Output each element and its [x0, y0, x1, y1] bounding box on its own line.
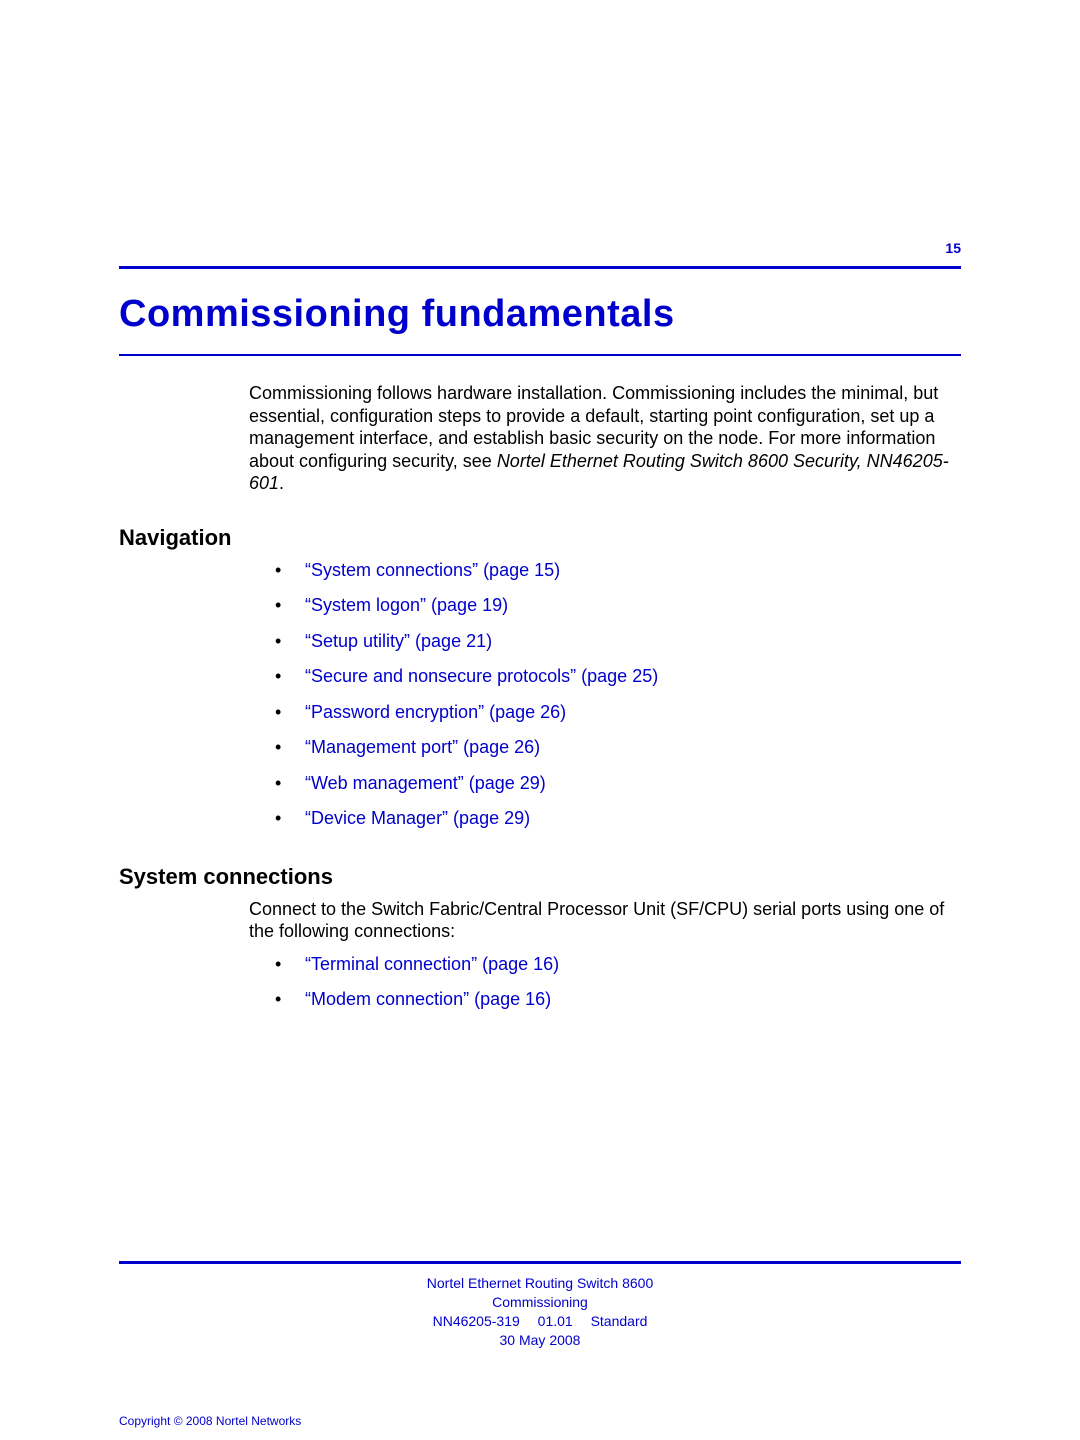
navigation-list: “System connections” (page 15) “System l… [275, 559, 961, 830]
footer-line-4: 30 May 2008 [119, 1331, 961, 1350]
nav-link-setup-utility[interactable]: “Setup utility” (page 21) [275, 630, 961, 653]
nav-link-password-encryption[interactable]: “Password encryption” (page 26) [275, 701, 961, 724]
system-connections-body: Connect to the Switch Fabric/Central Pro… [249, 898, 961, 943]
intro-after-italic: . [279, 473, 284, 493]
link-modem-connection[interactable]: “Modem connection” (page 16) [275, 988, 961, 1011]
title-underline-rule [119, 354, 961, 356]
footer-line-3: NN46205-319 01.01 Standard [119, 1312, 961, 1331]
nav-link-device-manager[interactable]: “Device Manager” (page 29) [275, 807, 961, 830]
page-container: 15 Commissioning fundamentals Commission… [0, 0, 1080, 1011]
link-terminal-connection[interactable]: “Terminal connection” (page 16) [275, 953, 961, 976]
nav-link-web-management[interactable]: “Web management” (page 29) [275, 772, 961, 795]
chapter-title: Commissioning fundamentals [119, 293, 961, 336]
footer-text-block: Nortel Ethernet Routing Switch 8600 Comm… [119, 1274, 961, 1350]
intro-paragraph: Commissioning follows hardware installat… [249, 382, 961, 495]
system-connections-list: “Terminal connection” (page 16) “Modem c… [275, 953, 961, 1011]
top-rule [119, 266, 961, 269]
page-number: 15 [119, 240, 961, 256]
navigation-heading: Navigation [119, 525, 961, 551]
footer-rule [119, 1261, 961, 1264]
footer-line-2: Commissioning [119, 1293, 961, 1312]
nav-link-secure-nonsecure-protocols[interactable]: “Secure and nonsecure protocols” (page 2… [275, 665, 961, 688]
copyright-notice: Copyright © 2008 Nortel Networks [119, 1414, 301, 1428]
nav-link-management-port[interactable]: “Management port” (page 26) [275, 736, 961, 759]
page-footer: Nortel Ethernet Routing Switch 8600 Comm… [119, 1261, 961, 1350]
system-connections-heading: System connections [119, 864, 961, 890]
nav-link-system-logon[interactable]: “System logon” (page 19) [275, 594, 961, 617]
nav-link-system-connections[interactable]: “System connections” (page 15) [275, 559, 961, 582]
footer-line-1: Nortel Ethernet Routing Switch 8600 [119, 1274, 961, 1293]
